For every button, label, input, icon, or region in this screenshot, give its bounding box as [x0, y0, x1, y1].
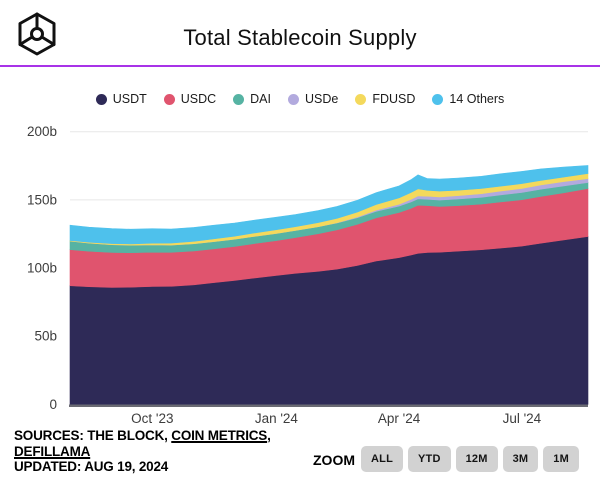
- sources-prefix: SOURCES: THE BLOCK,: [14, 428, 172, 443]
- legend-label: USDe: [305, 92, 339, 106]
- x-tick-label-jul-24: Jul '24: [503, 411, 542, 426]
- x-tick-label-oct-23: Oct '23: [131, 411, 173, 426]
- y-tick-label-0: 0: [49, 397, 57, 412]
- sources-comma: ,: [267, 428, 271, 443]
- chart-plot-area[interactable]: 0 50b 100b 150b 200b Oct '23 Jan '24 Apr '24 Jul…: [0, 110, 600, 432]
- legend-swatch-icon: [355, 93, 367, 105]
- zoom-button-all[interactable]: ALL: [361, 446, 403, 472]
- legend-item-usde[interactable]: USDe: [288, 92, 338, 106]
- y-tick-label-150b: 150b: [27, 192, 57, 207]
- legend-item-usdc[interactable]: USDC: [163, 92, 217, 106]
- y-tick-label-200b: 200b: [27, 124, 57, 139]
- sources-block: SOURCES: THE BLOCK, COIN METRICS, DEFILL…: [14, 428, 344, 475]
- zoom-button-ytd[interactable]: YTD: [407, 446, 451, 472]
- legend-label: USDC: [180, 92, 217, 106]
- header-divider: [0, 64, 600, 67]
- x-tick-label-apr-24: Apr '24: [378, 411, 421, 426]
- legend-item-fdusd[interactable]: FDUSD: [355, 92, 415, 106]
- legend-swatch-icon: [288, 93, 299, 105]
- legend-swatch-icon: [432, 93, 444, 105]
- legend-label: FDUSD: [372, 92, 416, 106]
- y-tick-label-50b: 50b: [34, 329, 57, 344]
- legend-label: 14 Others: [449, 92, 505, 106]
- logo-circle: [30, 27, 44, 41]
- area-14-others[interactable]: [69, 165, 589, 245]
- legend-swatch-icon: [233, 93, 245, 105]
- legend-item-dai[interactable]: DAI: [233, 92, 271, 106]
- legend-item-usdt[interactable]: USDT: [95, 92, 147, 106]
- legend-label: USDT: [112, 92, 147, 106]
- x-tick-label-jan-24: Jan '24: [255, 411, 299, 426]
- zoom-button-12m[interactable]: 12M: [455, 446, 498, 472]
- zoom-button-3m[interactable]: 3M: [502, 446, 539, 472]
- chart-legend: USDT USDC DAI USDe FDUSD 14 Others: [0, 92, 600, 106]
- the-block-logo[interactable]: [17, 11, 57, 57]
- legend-item-14-others[interactable]: 14 Others: [432, 92, 504, 106]
- updated-text: UPDATED: AUG 19, 2024: [14, 459, 169, 474]
- legend-swatch-icon: [95, 93, 107, 105]
- legend-swatch-icon: [163, 93, 175, 105]
- defillama-link[interactable]: DEFILLAMA: [14, 443, 91, 459]
- legend-label: DAI: [250, 92, 271, 106]
- page-title: Total Stablecoin Supply: [183, 25, 417, 50]
- zoom-label: ZOOM: [313, 452, 355, 468]
- y-tick-label-100b: 100b: [27, 261, 57, 276]
- coin-metrics-link[interactable]: COIN METRICS: [171, 428, 268, 443]
- zoom-button-group: ALL YTD 12M 3M 1M: [361, 446, 579, 472]
- zoom-button-1m[interactable]: 1M: [543, 446, 579, 472]
- logo-cube-outline: [18, 12, 56, 56]
- chart-area: 0 50b 100b 150b 200b Oct '23 Jan '24 Apr '24 Jul…: [0, 110, 600, 432]
